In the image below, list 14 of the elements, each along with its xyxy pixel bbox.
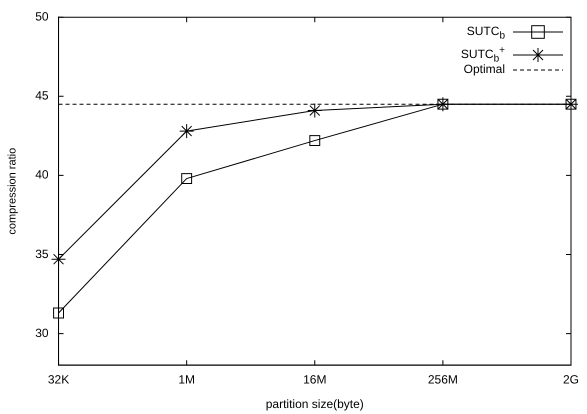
x-tick-label: 16M bbox=[303, 372, 326, 387]
x-axis-title: partition size(byte) bbox=[266, 397, 364, 412]
y-tick-label: 45 bbox=[35, 88, 49, 103]
x-tick-label: 1M bbox=[178, 372, 195, 387]
y-tick-label: 30 bbox=[35, 326, 49, 340]
y-axis-title: compression ratio bbox=[6, 148, 19, 235]
y-tick-label: 40 bbox=[35, 168, 49, 182]
x-tick-label: 32K bbox=[48, 372, 70, 387]
x-tick-label: 256M bbox=[428, 372, 458, 387]
y-tick-label: 50 bbox=[35, 10, 49, 24]
y-tick-label: 35 bbox=[35, 246, 49, 261]
legend-label: SUTC$_{b}$ bbox=[466, 24, 505, 42]
x-tick-label: 2G bbox=[562, 372, 580, 387]
legend-label: Optimal bbox=[464, 62, 505, 76]
